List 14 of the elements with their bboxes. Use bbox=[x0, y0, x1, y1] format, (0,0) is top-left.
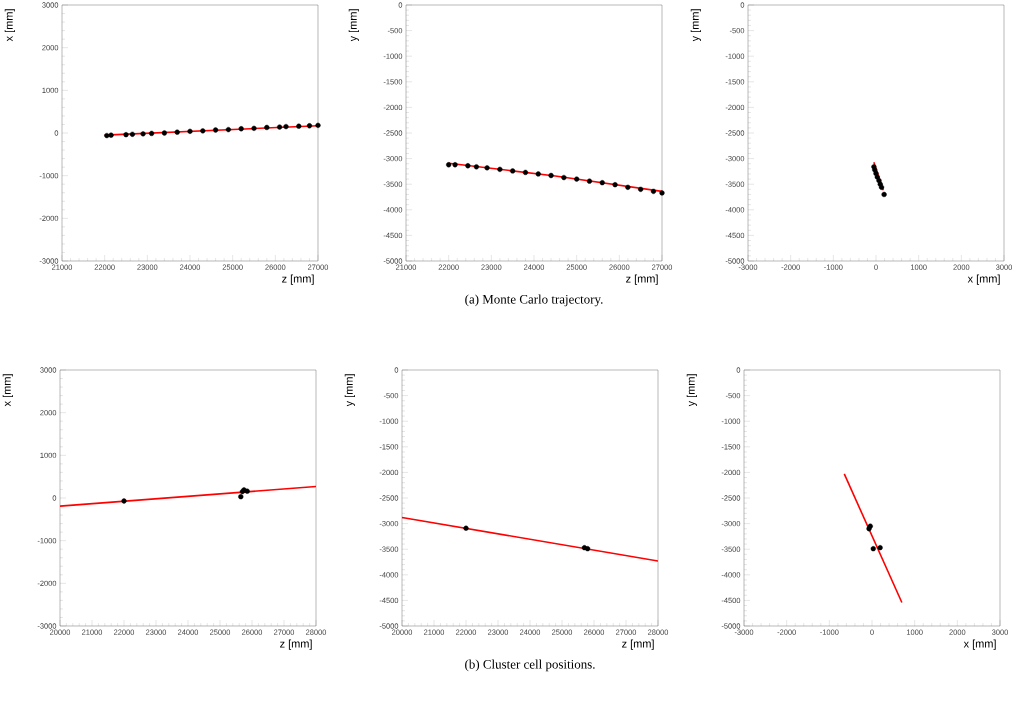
text: (b) Cluster cell positions. bbox=[465, 659, 595, 672]
y-axis-title: y [mm] bbox=[686, 374, 697, 407]
x-axis-title: x [mm] bbox=[967, 274, 1000, 285]
x-axis-title: x [mm] bbox=[963, 639, 996, 650]
y-axis-title: x [mm] bbox=[2, 374, 13, 407]
x-axis-title: z [mm] bbox=[626, 274, 658, 285]
y-axis-title: x [mm] bbox=[4, 9, 15, 42]
text: (a) Monte Carlo trajectory. bbox=[465, 294, 603, 307]
x-axis-title: z [mm] bbox=[622, 639, 654, 650]
y-axis-title: y [mm] bbox=[690, 9, 701, 42]
y-axis-title: y [mm] bbox=[344, 374, 355, 407]
x-axis-title: z [mm] bbox=[282, 274, 314, 285]
y-axis-title: y [mm] bbox=[348, 9, 359, 42]
x-axis-title: z [mm] bbox=[280, 639, 312, 650]
